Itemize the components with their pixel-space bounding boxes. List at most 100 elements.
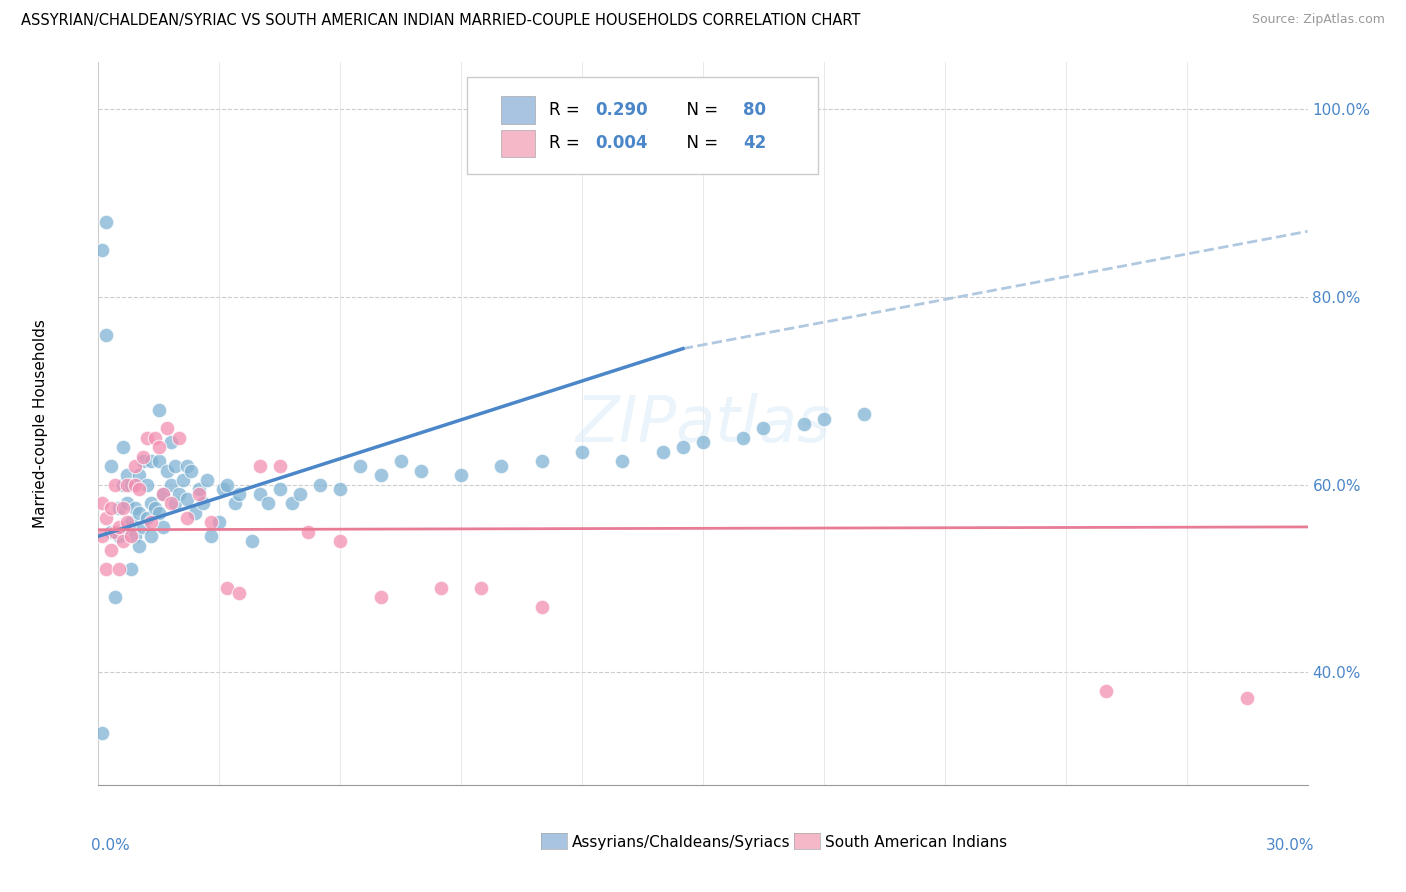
FancyBboxPatch shape [467, 77, 818, 175]
Point [793, 417, 815, 431]
Point [672, 440, 695, 454]
Point [107, 501, 129, 516]
Text: 0.004: 0.004 [595, 135, 648, 153]
Text: N =: N = [676, 135, 724, 153]
Point [152, 487, 174, 501]
Point [813, 412, 835, 426]
Point [120, 515, 142, 529]
Point [176, 510, 198, 524]
Point [111, 477, 134, 491]
Point [115, 477, 138, 491]
Point [100, 524, 122, 539]
Point [1236, 690, 1258, 705]
Point [163, 496, 186, 510]
Point [172, 473, 194, 487]
Point [135, 510, 157, 524]
Point [132, 450, 155, 464]
Point [370, 468, 392, 483]
Point [91, 529, 114, 543]
Point [217, 581, 239, 595]
Point [96, 327, 118, 342]
Point [120, 529, 142, 543]
Text: 42: 42 [742, 135, 766, 153]
Point [180, 464, 202, 478]
Point [139, 496, 162, 510]
Point [188, 483, 211, 497]
Point [124, 477, 146, 491]
Point [329, 533, 352, 548]
Point [91, 726, 114, 740]
Point [160, 435, 183, 450]
Point [249, 487, 271, 501]
Point [103, 524, 125, 539]
Point [224, 496, 246, 510]
Point [853, 407, 876, 421]
Point [152, 487, 174, 501]
Point [309, 477, 332, 491]
Point [188, 487, 211, 501]
Point [240, 533, 263, 548]
Point [530, 454, 553, 468]
Point [612, 454, 634, 468]
Point [571, 445, 593, 459]
Point [167, 487, 190, 501]
Point [228, 585, 250, 599]
Point [269, 483, 291, 497]
Point [184, 506, 207, 520]
Point [167, 431, 190, 445]
Point [176, 491, 198, 506]
Text: R =: R = [550, 101, 585, 120]
Point [450, 468, 472, 483]
Text: 0.0%: 0.0% [91, 838, 131, 854]
Point [156, 464, 179, 478]
Text: N =: N = [676, 101, 724, 120]
Point [152, 520, 174, 534]
Point [752, 421, 775, 435]
Point [128, 506, 150, 520]
Point [139, 515, 162, 529]
Point [430, 581, 453, 595]
Point [156, 421, 179, 435]
Text: 0.290: 0.290 [595, 101, 648, 120]
Point [107, 529, 129, 543]
Point [115, 468, 138, 483]
Text: 30.0%: 30.0% [1267, 838, 1315, 854]
Point [103, 591, 125, 605]
Point [96, 215, 118, 229]
Point [111, 501, 134, 516]
Point [256, 496, 278, 510]
Point [100, 501, 122, 516]
Point [148, 440, 170, 454]
Point [100, 458, 122, 473]
Point [148, 506, 170, 520]
Point [139, 529, 162, 543]
Point [128, 483, 150, 497]
Point [491, 458, 513, 473]
Point [111, 440, 134, 454]
Point [107, 562, 129, 576]
Text: Married-couple Households: Married-couple Households [32, 319, 48, 528]
FancyBboxPatch shape [501, 129, 534, 157]
Point [96, 562, 118, 576]
FancyBboxPatch shape [501, 96, 534, 124]
Point [329, 483, 352, 497]
Point [370, 591, 392, 605]
Point [124, 529, 146, 543]
Point [249, 458, 271, 473]
Text: R =: R = [550, 135, 585, 153]
Point [692, 435, 714, 450]
Point [120, 562, 142, 576]
Point [148, 454, 170, 468]
Point [91, 496, 114, 510]
Point [733, 431, 755, 445]
Point [96, 510, 118, 524]
Point [288, 487, 311, 501]
Point [163, 458, 186, 473]
Point [470, 581, 492, 595]
Point [107, 520, 129, 534]
Point [148, 402, 170, 417]
Point [212, 483, 235, 497]
Text: ZIPatlas: ZIPatlas [575, 392, 831, 455]
Point [195, 473, 218, 487]
Point [200, 529, 222, 543]
